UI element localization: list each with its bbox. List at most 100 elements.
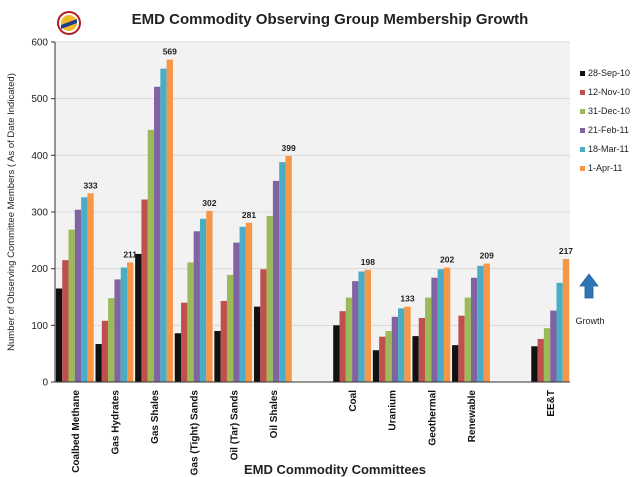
bar-28-Sep-10-Oil Shales — [253, 306, 261, 382]
bar-18-Mar-11-Geothermal — [437, 269, 444, 382]
bar-12-Nov-10-Uranium — [379, 336, 386, 382]
bar-21-Feb-11-Coalbed Methane — [74, 209, 82, 382]
bar-12-Nov-10-Gas Shales — [141, 199, 148, 382]
legend-swatch — [580, 71, 585, 76]
bar-28-Sep-10-Renewable — [452, 345, 459, 382]
x-axis-label: EMD Commodity Committees — [244, 462, 426, 477]
category-label: Oil (Tar) Sands — [229, 390, 240, 461]
data-label: 333 — [83, 180, 97, 190]
data-label: 202 — [440, 255, 454, 265]
bar-28-Sep-10-Geothermal — [412, 336, 419, 382]
category-label: Geothermal — [427, 390, 438, 446]
data-label: 198 — [361, 257, 375, 267]
chart-title: EMD Commodity Observing Group Membership… — [132, 11, 529, 28]
bar-28-Sep-10-Gas Shales — [135, 253, 142, 382]
category-label: Gas Shales — [150, 390, 161, 444]
bar-18-Mar-11-EE&T — [556, 282, 563, 382]
up-arrow-icon — [579, 273, 599, 299]
bar-31-Dec-10-Coalbed Methane — [68, 229, 75, 382]
bar-31-Dec-10-Oil Shales — [266, 215, 273, 382]
bar-12-Nov-10-Oil (Tar) Sands — [220, 300, 227, 382]
bar-21-Feb-11-Renewable — [470, 277, 478, 382]
bar-28-Sep-10-EE&T — [531, 346, 538, 382]
bar-28-Sep-10-Coalbed Methane — [55, 288, 63, 382]
bar-31-Dec-10-Renewable — [464, 297, 471, 382]
bar-1-Apr-11-Coal — [364, 269, 372, 382]
data-label: 211 — [123, 249, 137, 259]
y-axis: 0 100 200 300 400 500 600 — [31, 38, 56, 389]
y-tick-label: 100 — [31, 321, 48, 332]
bar-12-Nov-10-Coalbed Methane — [62, 260, 69, 382]
category-label: Coal — [348, 390, 359, 412]
category-label: Renewable — [467, 390, 478, 443]
legend-label: 21-Feb-11 — [588, 125, 629, 135]
bar-1-Apr-11-Coalbed Methane — [87, 193, 94, 382]
data-label: 302 — [202, 198, 216, 208]
bar-21-Feb-11-Coal — [352, 281, 359, 382]
data-label: 133 — [400, 294, 414, 304]
bar-18-Mar-11-Coalbed Methane — [81, 197, 88, 382]
legend-swatch — [580, 147, 585, 152]
bar-28-Sep-10-Gas (Tight) Sands — [174, 333, 182, 382]
bar-21-Feb-11-Gas Hydrates — [114, 279, 121, 382]
legend-label: 28-Sep-10 — [588, 68, 630, 78]
bar-28-Sep-10-Gas Hydrates — [95, 344, 102, 382]
bar-18-Mar-11-Oil (Tar) Sands — [239, 226, 246, 382]
y-tick-label: 200 — [31, 264, 48, 275]
bar-12-Nov-10-Coal — [339, 311, 346, 382]
category-label: Coalbed Methane — [71, 390, 82, 473]
bar-1-Apr-11-Gas Shales — [166, 59, 173, 383]
bar-31-Dec-10-Oil (Tar) Sands — [226, 274, 234, 382]
bar-21-Feb-11-Uranium — [391, 316, 399, 382]
x-axis: Coalbed Methane Gas Hydrates Gas Shales Gas… — [55, 381, 570, 475]
legend-label: 1-Apr-11 — [588, 163, 622, 173]
bar-1-Apr-11-Geothermal — [443, 267, 451, 382]
bar-21-Feb-11-Oil Shales — [272, 180, 280, 382]
bar-12-Nov-10-Gas (Tight) Sands — [181, 302, 188, 382]
bar-18-Mar-11-Gas Shales — [160, 68, 167, 382]
bar-1-Apr-11-Uranium — [404, 306, 411, 382]
bar-18-Mar-11-Renewable — [477, 265, 484, 382]
bar-28-Sep-10-Oil (Tar) Sands — [214, 331, 221, 382]
data-label: 281 — [242, 210, 256, 220]
bar-21-Feb-11-Oil (Tar) Sands — [233, 242, 240, 382]
legend-swatch — [580, 90, 585, 95]
bar-31-Dec-10-Coal — [345, 297, 353, 382]
bar-31-Dec-10-Uranium — [385, 331, 392, 382]
bar-21-Feb-11-Gas (Tight) Sands — [193, 231, 200, 382]
data-label: 217 — [559, 246, 573, 256]
y-tick-label: 0 — [42, 378, 48, 389]
legend-swatch — [580, 166, 585, 171]
growth-label: Growth — [575, 316, 604, 326]
bar-31-Dec-10-Geothermal — [425, 297, 432, 382]
legend-swatch — [580, 128, 585, 133]
y-tick-label: 400 — [31, 151, 48, 162]
legend-swatch — [580, 109, 585, 114]
bar-18-Mar-11-Oil Shales — [279, 162, 286, 382]
bar-31-Dec-10-EE&T — [543, 328, 551, 382]
data-label: 399 — [282, 143, 296, 153]
legend-label: 12-Nov-10 — [588, 87, 630, 97]
bar-31-Dec-10-Gas (Tight) Sands — [187, 262, 194, 382]
category-label: Oil Shales — [269, 390, 280, 439]
legend-label: 18-Mar-11 — [588, 144, 629, 154]
legend: 28-Sep-10 12-Nov-10 31-Dec-10 21-Feb-11 18-M… — [580, 68, 630, 173]
category-label: Gas Hydrates — [110, 390, 121, 455]
y-tick-label: 500 — [31, 94, 48, 105]
bar-1-Apr-11-Renewable — [483, 263, 490, 382]
bar-31-Dec-10-Gas Hydrates — [108, 298, 115, 382]
logo-emblem — [57, 11, 81, 35]
legend-label: 31-Dec-10 — [588, 106, 630, 116]
bar-12-Nov-10-Renewable — [458, 315, 465, 382]
bar-21-Feb-11-Geothermal — [431, 277, 438, 382]
bar-21-Feb-11-Gas Shales — [154, 86, 161, 383]
bar-12-Nov-10-Geothermal — [418, 317, 426, 382]
bar-12-Nov-10-EE&T — [537, 338, 544, 382]
bar-1-Apr-11-Gas (Tight) Sands — [206, 210, 213, 382]
category-label: Uranium — [388, 390, 399, 431]
bar-1-Apr-11-Gas Hydrates — [127, 262, 134, 382]
bar-21-Feb-11-EE&T — [550, 310, 557, 382]
bar-18-Mar-11-Coal — [358, 271, 365, 382]
y-tick-label: 600 — [31, 38, 48, 49]
bar-18-Mar-11-Uranium — [398, 308, 405, 382]
